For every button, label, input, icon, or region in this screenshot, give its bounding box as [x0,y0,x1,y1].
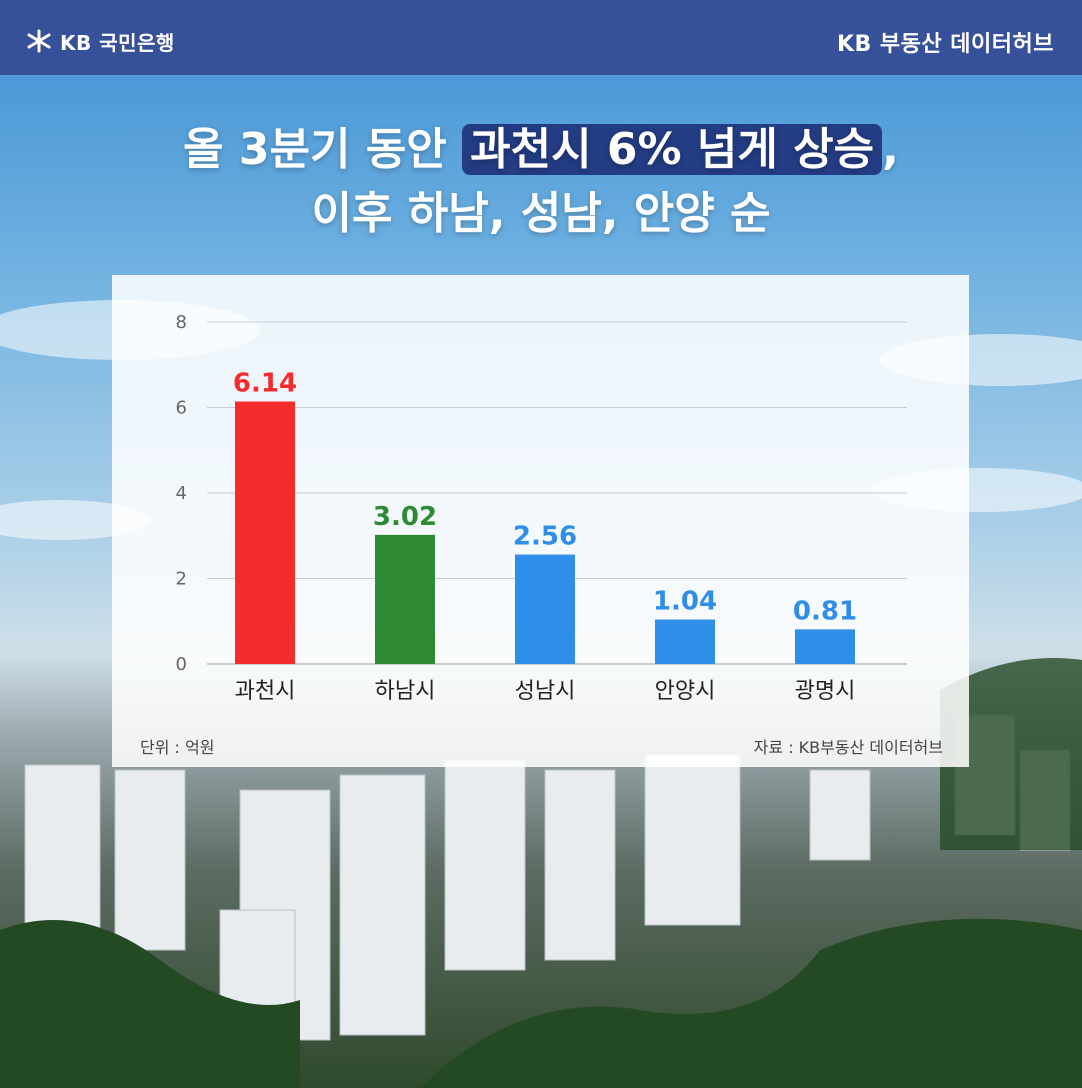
chart-panel: 0 2 4 6 8 6.14 과천시 3.02 하남시 2.56 성남시 1.04 안양시 0.81 광명시… [112,275,969,767]
logo-text: KB 국민은행 [60,30,175,55]
value-label-5: 0.81 [793,596,857,626]
y-tick-label-6: 6 [176,398,187,419]
bar-5 [795,629,855,664]
kb-star-icon [27,29,51,53]
category-label-1: 과천시 [235,679,296,704]
y-tick-label-2: 2 [176,569,187,590]
header-bar: KB 국민은행 KB 부동산 데이터허브 [0,0,1082,75]
kb-logo[interactable]: KB 국민은행 [24,26,175,56]
data-hub-label: KB 부동산 데이터허브 [836,32,1054,57]
bar-3 [515,554,575,664]
unit-label: 단위 : 억원 [140,738,215,757]
title-line-2: 이후 하남, 성남, 안양 순 [311,188,771,239]
value-label-2: 3.02 [373,502,437,532]
bar-chart: 0 2 4 6 8 6.14 과천시 3.02 하남시 2.56 성남시 1.04 안양시 0.81 광명시 [176,312,907,704]
bar-2 [375,534,435,664]
y-tick-label-0: 0 [176,654,187,675]
category-label-2: 하남시 [375,679,436,704]
bar-1 [235,401,295,664]
category-label-4: 안양시 [655,679,716,704]
category-label-3: 성남시 [515,679,576,704]
bar-4 [655,619,715,664]
title-prefix: 올 3분기 동안 [183,124,463,175]
title-line-1: 올 3분기 동안 과천시 6% 넘게 상승, [0,118,1082,182]
y-tick-label-8: 8 [176,312,187,333]
title-suffix: , [882,124,899,175]
value-label-1: 6.14 [233,369,297,399]
category-label-5: 광명시 [795,679,856,704]
page-title: 올 3분기 동안 과천시 6% 넘게 상승, 이후 하남, 성남, 안양 순 [0,118,1082,246]
value-label-4: 1.04 [653,587,717,617]
value-label-3: 2.56 [513,522,577,552]
source-label: 자료 : KB부동산 데이터허브 [753,738,943,757]
y-tick-label-4: 4 [176,483,187,504]
title-highlight: 과천시 6% 넘게 상승 [462,124,883,175]
